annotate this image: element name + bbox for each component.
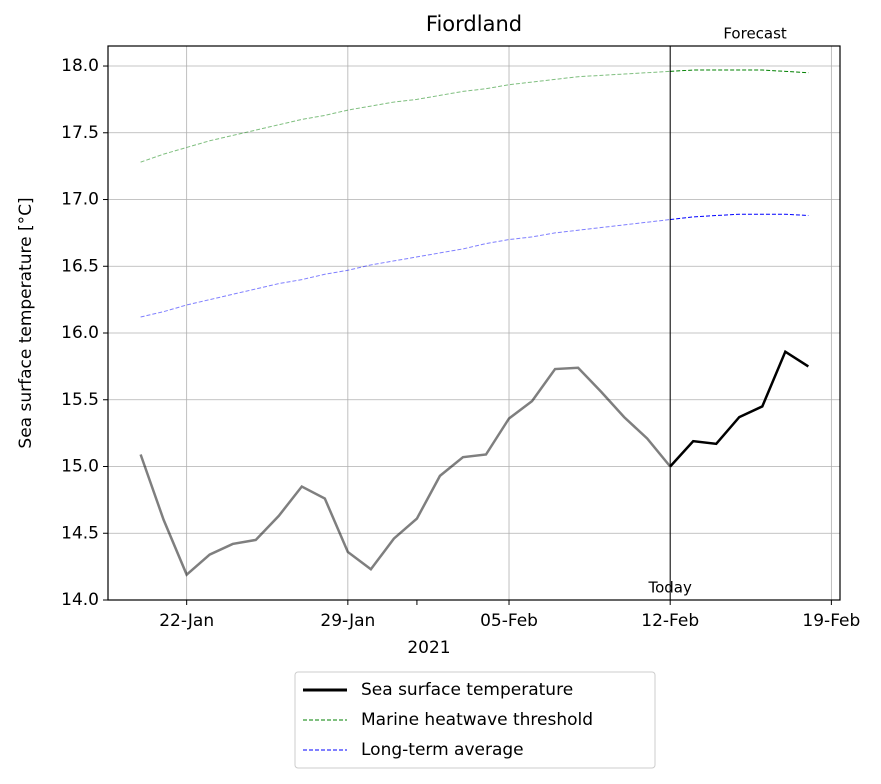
series-line [670, 213, 809, 221]
y-tick-label: 14.0 [61, 590, 99, 610]
y-tick-label: 15.5 [61, 390, 99, 410]
x-axis-label: 2021 [407, 638, 450, 658]
y-tick-label: 17.0 [61, 190, 99, 210]
y-tick-label: 14.5 [61, 523, 99, 543]
series-line [669, 349, 810, 468]
y-tick-label: 15.0 [61, 457, 99, 477]
plot-frame [107, 45, 841, 601]
x-tick-label: 22-Jan [159, 611, 214, 631]
y-axis-label: Sea surface temperature [°C] [16, 197, 36, 448]
series-line [140, 219, 671, 318]
series-line [139, 366, 672, 577]
forecast-label: Forecast [723, 25, 787, 43]
x-tick-label: 19-Feb [802, 611, 860, 631]
y-tick-label: 16.5 [61, 256, 99, 276]
x-tick-label: 29-Jan [320, 611, 375, 631]
today-label: Today [647, 579, 692, 597]
legend-box [294, 671, 656, 769]
chart-title: Fiordland [426, 12, 522, 36]
legend-label: Marine heatwave threshold [361, 710, 593, 730]
y-tick-label: 16.0 [61, 323, 99, 343]
legend-label: Sea surface temperature [361, 680, 573, 700]
x-tick-label: 12-Feb [641, 611, 699, 631]
legend-label: Long-term average [361, 740, 524, 760]
y-tick-label: 17.5 [61, 123, 99, 143]
series-line [670, 69, 809, 74]
y-tick-label: 18.0 [61, 56, 99, 76]
series-line [140, 70, 671, 163]
x-tick-label: 05-Feb [480, 611, 538, 631]
